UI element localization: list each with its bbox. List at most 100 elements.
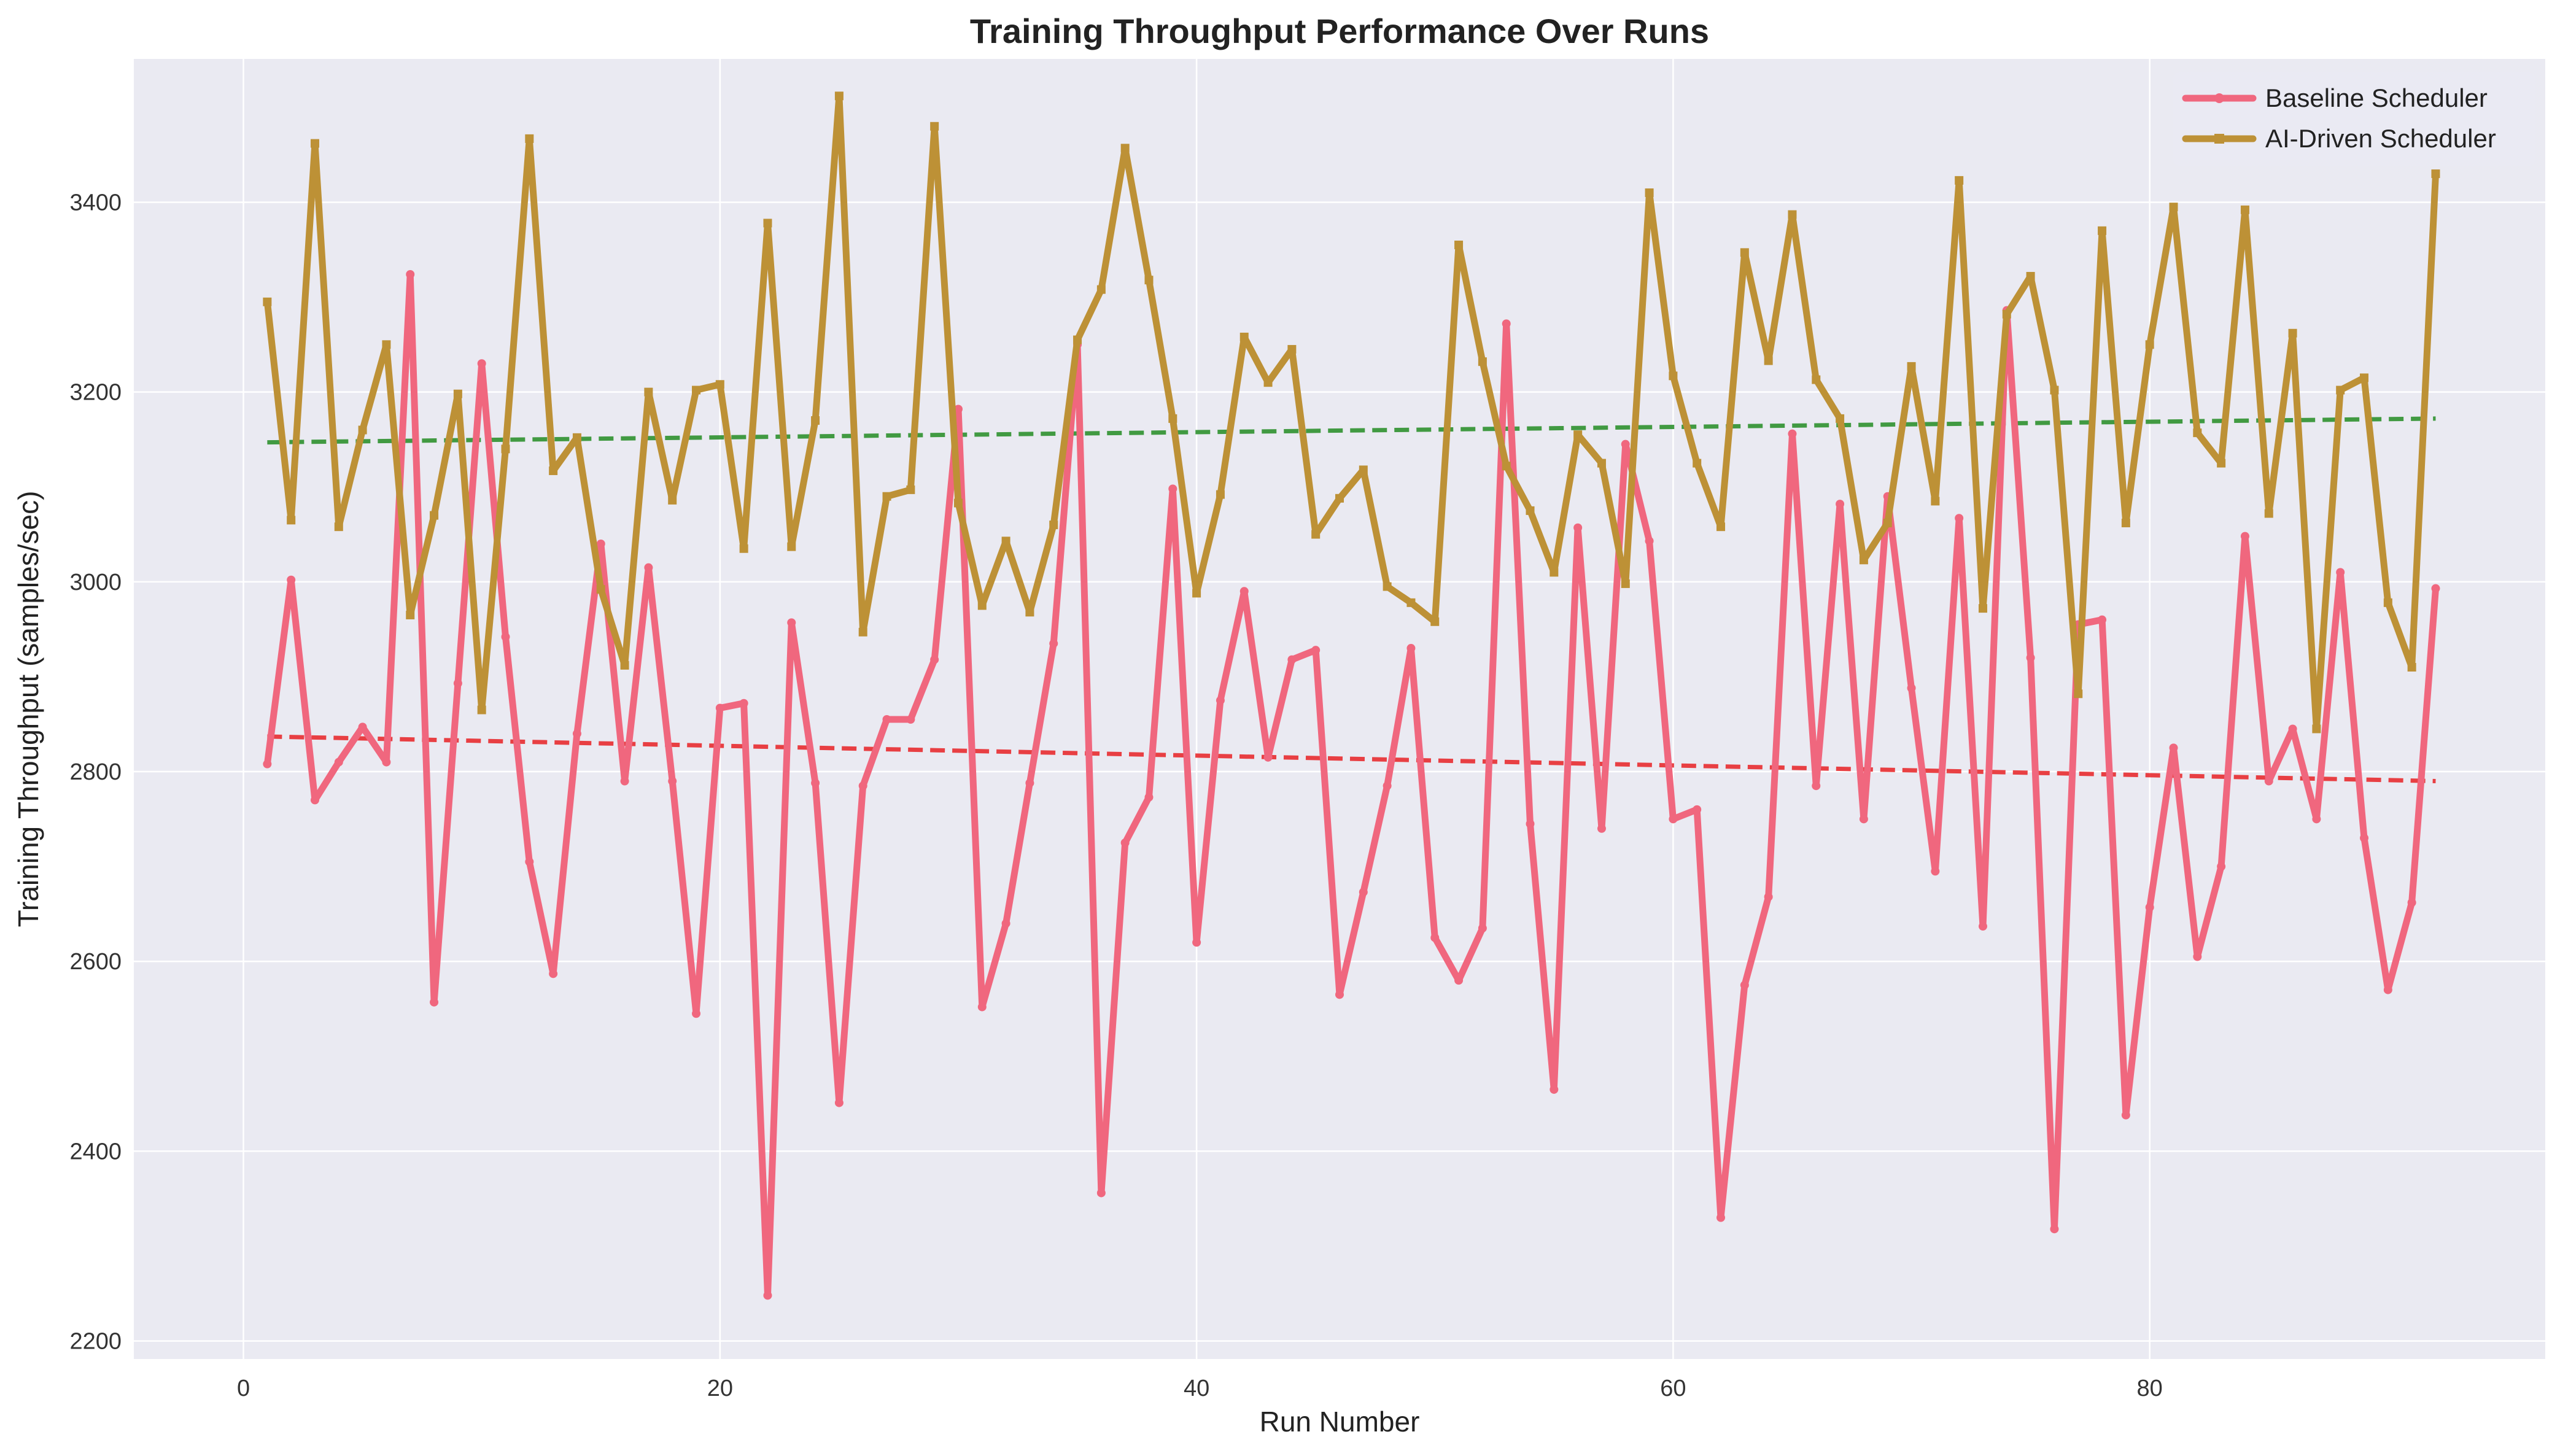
chart-title: Training Throughput Performance Over Run… <box>970 12 1709 50</box>
data-point <box>1693 459 1702 468</box>
data-point <box>1645 536 1654 546</box>
data-point <box>930 122 939 131</box>
data-point <box>501 632 510 641</box>
data-point <box>715 703 724 713</box>
data-point <box>763 219 772 228</box>
data-point <box>334 757 343 767</box>
data-point <box>811 416 820 425</box>
data-point <box>406 610 415 619</box>
data-point <box>1144 792 1154 802</box>
legend-label: Baseline Scheduler <box>2265 83 2488 112</box>
data-point <box>834 91 844 101</box>
data-point <box>1907 362 1916 371</box>
data-point <box>1001 536 1010 546</box>
data-point <box>930 655 939 664</box>
series-ai-driven <box>263 91 2440 734</box>
y-tick-label: 3400 <box>69 190 122 215</box>
data-point <box>1645 188 1654 197</box>
legend-item: Baseline Scheduler <box>2182 83 2488 112</box>
data-point <box>572 433 581 442</box>
data-point <box>549 969 558 978</box>
data-point <box>2121 518 2130 527</box>
data-point <box>2050 385 2059 395</box>
data-point <box>1192 938 1201 947</box>
data-point <box>2217 459 2226 468</box>
data-point <box>1239 332 1249 341</box>
data-point <box>1073 335 1082 344</box>
data-point <box>596 585 605 594</box>
data-point <box>787 618 796 627</box>
data-point <box>1740 980 1749 989</box>
data-point <box>358 425 367 435</box>
data-point <box>1550 568 1559 577</box>
data-point <box>715 380 724 389</box>
data-point <box>882 492 891 501</box>
data-point <box>2288 724 2297 734</box>
legend-box <box>2173 72 2535 166</box>
data-point <box>1430 933 1440 942</box>
data-point <box>1788 210 1797 219</box>
data-point <box>2288 328 2297 338</box>
data-point <box>2336 385 2345 395</box>
legend-marker <box>2214 134 2224 144</box>
data-point <box>382 340 391 349</box>
data-point <box>1716 522 1726 532</box>
data-point <box>739 544 748 553</box>
data-point <box>2145 903 2154 912</box>
data-point <box>263 759 272 769</box>
x-tick-label: 0 <box>237 1376 250 1401</box>
data-point <box>2407 662 2416 672</box>
data-point <box>1621 440 1630 449</box>
data-point <box>1168 484 1177 494</box>
data-point <box>953 405 963 414</box>
data-point <box>763 1291 772 1300</box>
data-point <box>310 139 319 148</box>
data-point <box>1383 781 1392 791</box>
legend-marker <box>2214 93 2224 103</box>
data-point <box>1883 518 1892 527</box>
x-tick-label: 80 <box>2137 1376 2163 1401</box>
data-point <box>811 778 820 788</box>
data-point <box>834 1098 844 1107</box>
series-lines <box>263 91 2440 1300</box>
data-point <box>406 269 415 279</box>
data-point <box>2240 205 2249 214</box>
data-point <box>287 575 296 584</box>
y-axis-ticks: 2200 2400 2600 2800 3000 3200 3400 <box>69 190 122 1354</box>
data-point <box>1383 582 1392 591</box>
data-point <box>1621 579 1630 588</box>
data-point <box>2360 373 2369 382</box>
data-point <box>1335 990 1344 999</box>
data-point <box>1597 459 1606 468</box>
data-point <box>287 516 296 525</box>
data-point <box>2240 532 2249 541</box>
data-point <box>572 729 581 738</box>
series-line <box>263 271 2439 1299</box>
data-point <box>1502 462 1511 471</box>
data-point <box>2383 598 2392 607</box>
plot-area <box>134 59 2545 1359</box>
data-point <box>1120 838 1130 847</box>
data-point <box>1025 608 1034 617</box>
data-point <box>1120 144 1130 153</box>
data-point <box>2193 952 2202 961</box>
data-point <box>1812 375 1821 384</box>
data-point <box>1144 276 1154 285</box>
data-point <box>1025 778 1034 788</box>
data-point <box>787 542 796 551</box>
data-point <box>1096 285 1106 294</box>
legend: Baseline Scheduler AI-Driven Scheduler <box>2173 72 2535 166</box>
series-line <box>263 92 2439 732</box>
data-point <box>953 498 963 508</box>
data-point <box>1931 867 1940 876</box>
data-point <box>1263 753 1273 762</box>
data-point <box>1502 319 1511 328</box>
legend-label: AI-Driven Scheduler <box>2265 124 2496 153</box>
data-point <box>1216 696 1225 705</box>
data-point <box>1478 924 1487 933</box>
data-point <box>1812 781 1821 791</box>
data-point <box>1907 683 1916 692</box>
data-point <box>1526 506 1535 515</box>
data-point <box>692 385 701 395</box>
data-point <box>1263 378 1273 387</box>
